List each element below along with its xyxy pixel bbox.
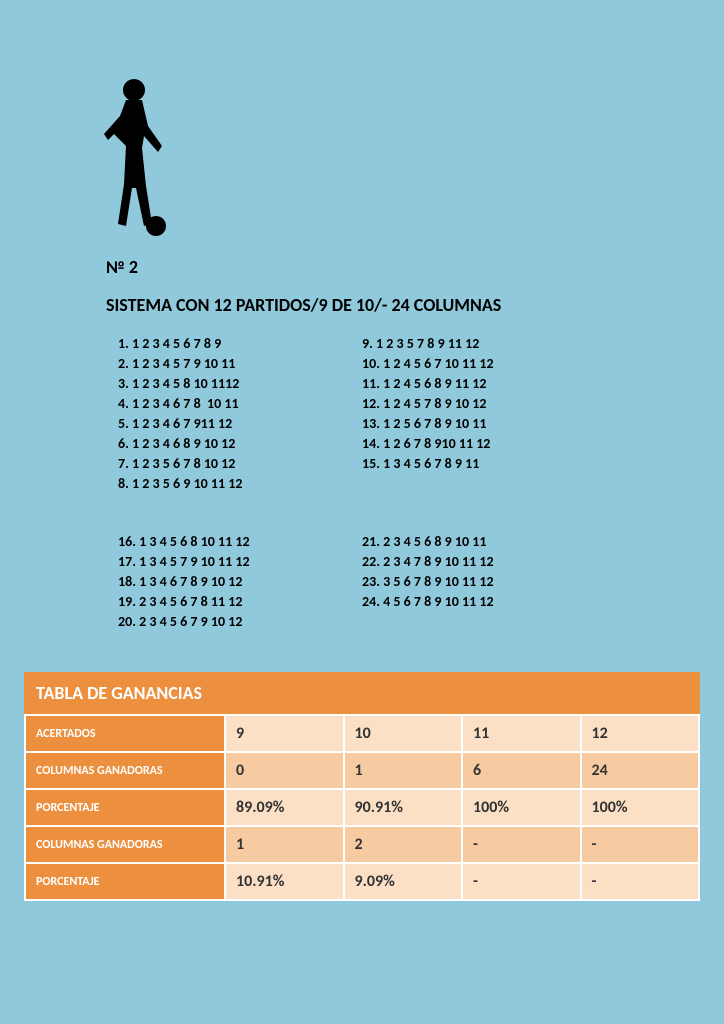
row-label: PORCENTAJE — [25, 863, 225, 900]
table-cell: 0 — [225, 752, 344, 789]
table-cell: 90.91% — [344, 789, 463, 826]
combination-row: 24. 4 5 6 7 8 9 10 11 12 — [362, 592, 494, 612]
combination-row: 21. 2 3 4 5 6 8 9 10 11 — [362, 532, 494, 552]
combination-row: 14. 1 2 6 7 8 910 11 12 — [362, 434, 494, 454]
table-cell: 24 — [581, 752, 700, 789]
table-cell: 100% — [462, 789, 581, 826]
winnings-table: ACERTADOS9101112COLUMNAS GANADORAS01624P… — [24, 714, 700, 901]
table-cell: - — [462, 863, 581, 900]
combination-row: 9. 1 2 3 5 7 8 9 11 12 — [362, 334, 494, 354]
table-cell: - — [462, 826, 581, 863]
table-cell: - — [581, 826, 700, 863]
table-cell: 100% — [581, 789, 700, 826]
boy-with-ball-silhouette — [104, 76, 174, 236]
combination-row: 10. 1 2 4 5 6 7 10 11 12 — [362, 354, 494, 374]
combination-row: 20. 2 3 4 5 6 7 9 10 12 — [118, 612, 250, 632]
table-cell: 10.91% — [225, 863, 344, 900]
table-row: COLUMNAS GANADORAS12-- — [25, 826, 699, 863]
combination-row: 2. 1 2 3 4 5 7 9 10 11 — [118, 354, 242, 374]
table-cell: 6 — [462, 752, 581, 789]
combinations-block-4: 21. 2 3 4 5 6 8 9 10 1122. 2 3 4 7 8 9 1… — [362, 532, 494, 612]
combination-row: 18. 1 3 4 6 7 8 9 10 12 — [118, 572, 250, 592]
combinations-block-3: 16. 1 3 4 5 6 8 10 11 1217. 1 3 4 5 7 9 … — [118, 532, 250, 632]
page: № 2 SISTEMA CON 12 PARTIDOS/9 DE 10/- 24… — [0, 0, 724, 74]
combination-row: 8. 1 2 3 5 6 9 10 11 12 — [118, 474, 242, 494]
table-cell: 1 — [225, 826, 344, 863]
table-cell: 10 — [344, 715, 463, 752]
table-row: COLUMNAS GANADORAS01624 — [25, 752, 699, 789]
system-number: № 2 — [106, 256, 138, 278]
row-label: COLUMNAS GANADORAS — [25, 826, 225, 863]
combination-row: 13. 1 2 5 6 7 8 9 10 11 — [362, 414, 494, 434]
row-label: PORCENTAJE — [25, 789, 225, 826]
combination-row: 1. 1 2 3 4 5 6 7 8 9 — [118, 334, 242, 354]
table-cell: 89.09% — [225, 789, 344, 826]
combination-row: 15. 1 3 4 5 6 7 8 9 11 — [362, 454, 494, 474]
combinations-block-2: 9. 1 2 3 5 7 8 9 11 1210. 1 2 4 5 6 7 10… — [362, 334, 494, 474]
combination-row: 12. 1 2 4 5 7 8 9 10 12 — [362, 394, 494, 414]
table-row: ACERTADOS9101112 — [25, 715, 699, 752]
combination-row: 4. 1 2 3 4 6 7 8 10 11 — [118, 394, 242, 414]
combination-row: 3. 1 2 3 4 5 8 10 1112 — [118, 374, 242, 394]
table-cell: 9.09% — [344, 863, 463, 900]
combination-row: 22. 2 3 4 7 8 9 10 11 12 — [362, 552, 494, 572]
combination-row: 6. 1 2 3 4 6 8 9 10 12 — [118, 434, 242, 454]
combination-row: 5. 1 2 3 4 6 7 911 12 — [118, 414, 242, 434]
combination-row: 7. 1 2 3 5 6 7 8 10 12 — [118, 454, 242, 474]
table-cell: 1 — [344, 752, 463, 789]
row-label: COLUMNAS GANADORAS — [25, 752, 225, 789]
combination-row: 11. 1 2 4 5 6 8 9 11 12 — [362, 374, 494, 394]
combination-row: 17. 1 3 4 5 7 9 10 11 12 — [118, 552, 250, 572]
table-cell: - — [581, 863, 700, 900]
table-cell: 11 — [462, 715, 581, 752]
combination-row: 19. 2 3 4 5 6 7 8 11 12 — [118, 592, 250, 612]
table-row: PORCENTAJE10.91%9.09%-- — [25, 863, 699, 900]
table-cell: 2 — [344, 826, 463, 863]
combination-row: 23. 3 5 6 7 8 9 10 11 12 — [362, 572, 494, 592]
row-label: ACERTADOS — [25, 715, 225, 752]
winnings-table-section: TABLA DE GANANCIAS ACERTADOS9101112COLUM… — [24, 672, 700, 901]
system-title: SISTEMA CON 12 PARTIDOS/9 DE 10/- 24 COL… — [106, 294, 501, 316]
table-row: PORCENTAJE89.09%90.91%100%100% — [25, 789, 699, 826]
table-title: TABLA DE GANANCIAS — [24, 672, 700, 714]
combinations-block-1: 1. 1 2 3 4 5 6 7 8 92. 1 2 3 4 5 7 9 10 … — [118, 334, 242, 494]
table-cell: 12 — [581, 715, 700, 752]
combination-row: 16. 1 3 4 5 6 8 10 11 12 — [118, 532, 250, 552]
table-cell: 9 — [225, 715, 344, 752]
